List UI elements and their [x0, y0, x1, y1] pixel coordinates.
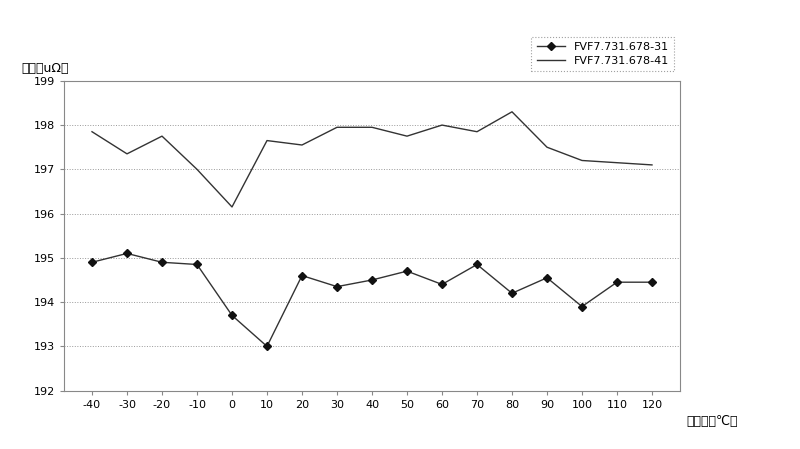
- Line: FVF7.731.678-41: FVF7.731.678-41: [92, 112, 652, 207]
- FVF7.731.678-31: [578, 304, 587, 309]
- FVF7.731.678-31: [367, 277, 377, 283]
- FVF7.731.678-41: [402, 133, 412, 139]
- FVF7.731.678-41: [612, 160, 622, 165]
- Text: 测试点（℃）: 测试点（℃）: [686, 415, 738, 428]
- FVF7.731.678-41: [298, 142, 307, 148]
- FVF7.731.678-31: [542, 275, 552, 281]
- FVF7.731.678-41: [122, 151, 132, 157]
- Legend: FVF7.731.678-31, FVF7.731.678-41: FVF7.731.678-31, FVF7.731.678-41: [531, 37, 674, 71]
- FVF7.731.678-41: [192, 167, 202, 172]
- FVF7.731.678-41: [647, 162, 657, 167]
- FVF7.731.678-31: [507, 291, 517, 296]
- FVF7.731.678-31: [262, 343, 272, 349]
- FVF7.731.678-41: [507, 109, 517, 114]
- Line: FVF7.731.678-31: FVF7.731.678-31: [90, 251, 654, 349]
- Text: 阻値（uΩ）: 阻値（uΩ）: [21, 62, 68, 75]
- FVF7.731.678-31: [87, 260, 97, 265]
- FVF7.731.678-31: [192, 262, 202, 267]
- FVF7.731.678-41: [262, 138, 272, 143]
- FVF7.731.678-41: [437, 123, 446, 128]
- FVF7.731.678-41: [87, 129, 97, 134]
- FVF7.731.678-31: [122, 251, 132, 256]
- FVF7.731.678-31: [612, 279, 622, 285]
- FVF7.731.678-31: [157, 260, 167, 265]
- FVF7.731.678-41: [472, 129, 482, 134]
- FVF7.731.678-31: [332, 284, 342, 289]
- FVF7.731.678-41: [542, 145, 552, 150]
- FVF7.731.678-31: [402, 269, 412, 274]
- FVF7.731.678-31: [437, 282, 446, 287]
- FVF7.731.678-31: [647, 279, 657, 285]
- FVF7.731.678-31: [472, 262, 482, 267]
- FVF7.731.678-41: [578, 158, 587, 163]
- FVF7.731.678-31: [227, 313, 237, 318]
- FVF7.731.678-41: [367, 124, 377, 130]
- FVF7.731.678-41: [332, 124, 342, 130]
- FVF7.731.678-41: [227, 204, 237, 210]
- FVF7.731.678-31: [298, 273, 307, 278]
- FVF7.731.678-41: [157, 133, 167, 139]
